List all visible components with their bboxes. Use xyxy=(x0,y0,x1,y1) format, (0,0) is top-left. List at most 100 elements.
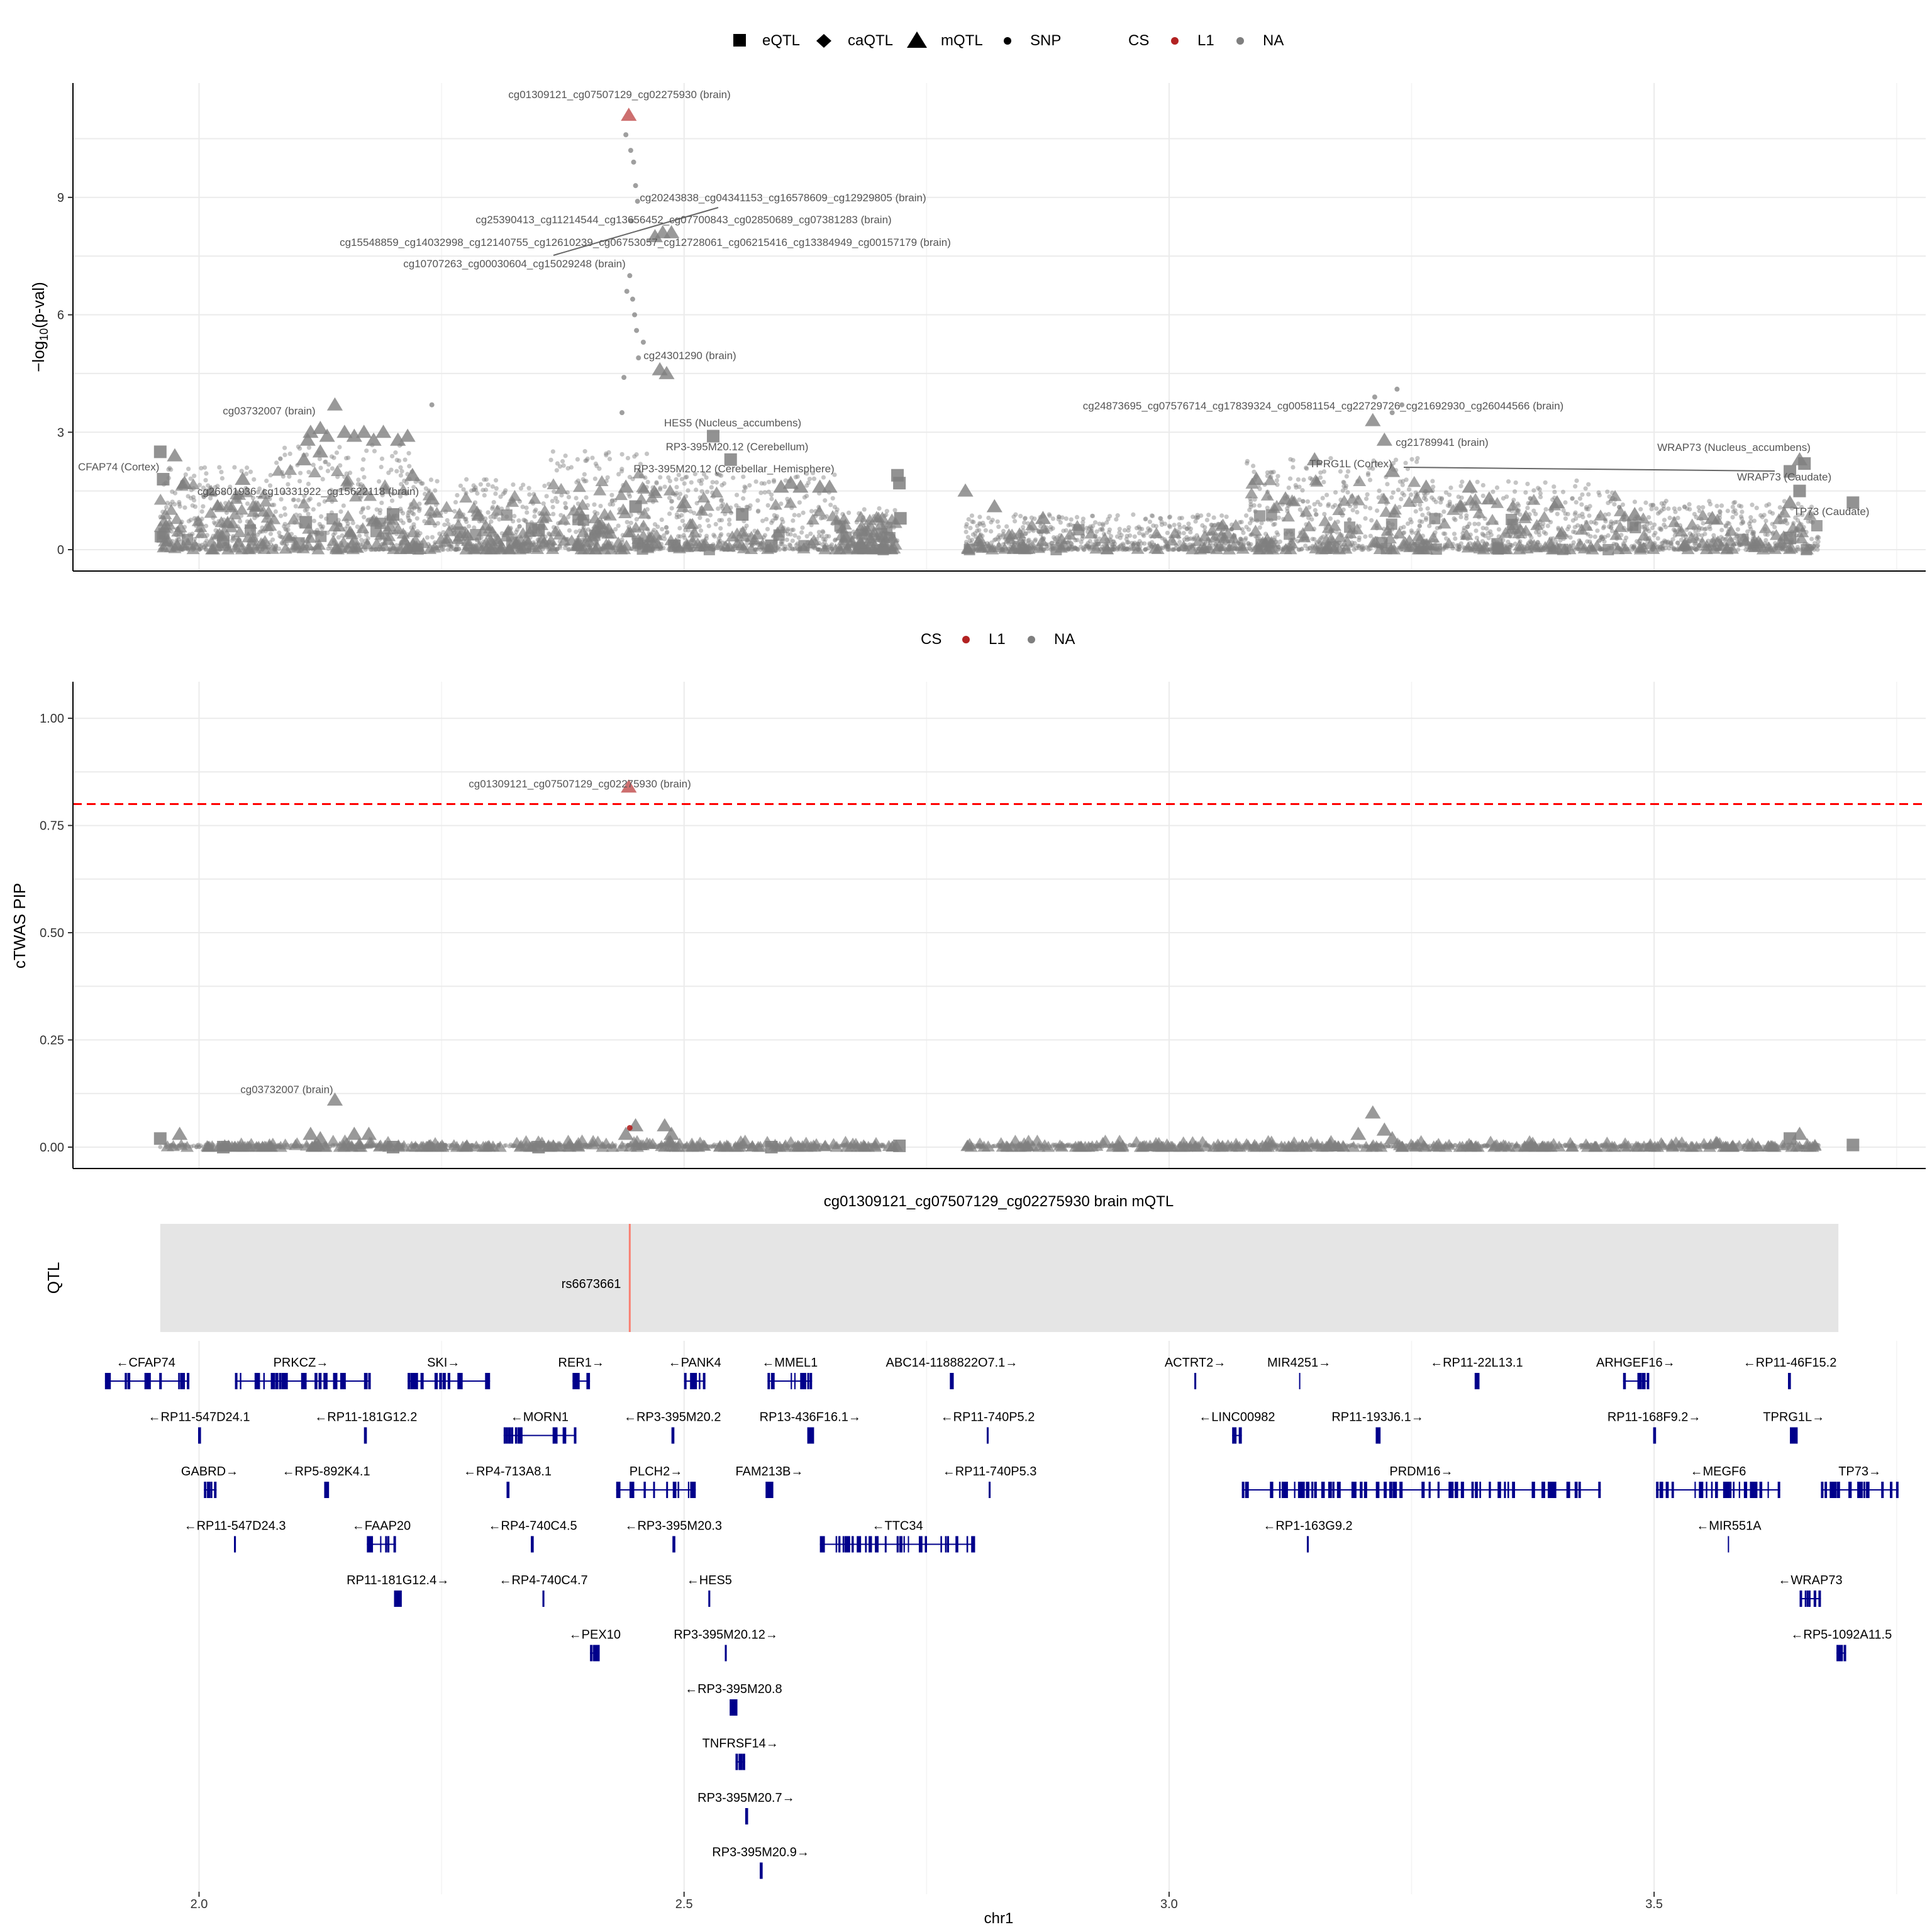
snp-point xyxy=(1287,476,1293,481)
snp-point xyxy=(282,506,287,511)
snp-point xyxy=(550,499,555,504)
snp-point xyxy=(680,518,685,523)
snp-point xyxy=(575,457,580,462)
snp-point xyxy=(1177,516,1182,521)
snp-point xyxy=(524,505,529,511)
snp-point xyxy=(277,530,282,535)
eqtl-point xyxy=(840,531,852,543)
snp-point xyxy=(440,547,445,552)
snp-point xyxy=(1345,490,1350,495)
snp-point xyxy=(804,483,809,488)
snp-point xyxy=(773,516,778,521)
snp-point xyxy=(389,498,395,503)
snp-point xyxy=(1177,525,1182,530)
snp-point xyxy=(830,542,835,547)
snp-point xyxy=(464,519,469,525)
snp-point xyxy=(355,482,361,487)
snp-point xyxy=(585,456,590,462)
snp-point xyxy=(792,547,797,552)
snp-point xyxy=(1069,547,1074,552)
snp-point xyxy=(1143,547,1148,552)
snp-point xyxy=(996,525,1001,530)
snp-point xyxy=(1116,545,1121,550)
snp-point xyxy=(1513,480,1518,486)
snp-point xyxy=(1767,509,1772,514)
snp-point xyxy=(362,475,367,480)
snp-point xyxy=(645,507,650,512)
snp-point xyxy=(610,498,615,503)
snp-point xyxy=(977,528,982,533)
snp-point xyxy=(1368,533,1373,538)
snp-point xyxy=(204,523,209,528)
snp-point xyxy=(357,533,362,538)
snp-point xyxy=(1543,480,1548,485)
snp-point xyxy=(1375,508,1380,513)
snp-point xyxy=(306,481,311,487)
snp-point xyxy=(1271,522,1276,527)
snp-point xyxy=(969,513,975,518)
snp-point xyxy=(1239,519,1244,525)
snp-point xyxy=(1480,482,1485,488)
snp-point xyxy=(1202,525,1208,530)
snp-point xyxy=(1080,546,1085,551)
snp-point xyxy=(715,471,720,477)
pvalue-point-label: cg24301290 (brain) xyxy=(643,350,736,362)
snp-point xyxy=(584,458,589,463)
snp-point xyxy=(744,504,749,509)
snp-point xyxy=(1196,514,1201,519)
snp-point xyxy=(517,524,522,529)
legend-caqtl-diamond xyxy=(816,34,831,48)
snp-point xyxy=(626,492,631,497)
pvalue-point-label: cg15548859_cg14032998_cg12140755_cg12610… xyxy=(340,236,951,248)
snp-point xyxy=(610,502,616,507)
snp-point xyxy=(834,509,839,515)
snp-point xyxy=(674,484,679,490)
eqtl-point xyxy=(1602,543,1614,555)
snp-point xyxy=(766,489,771,494)
snp-point xyxy=(1184,535,1189,540)
snp-point xyxy=(203,547,208,552)
snp-point xyxy=(1312,502,1317,507)
snp-point xyxy=(801,510,806,515)
snp-point xyxy=(1182,537,1187,542)
snp-point xyxy=(1114,517,1119,522)
snp-point xyxy=(665,530,670,535)
snp-point xyxy=(779,516,784,522)
snp-point xyxy=(527,492,532,497)
snp-point xyxy=(252,477,257,482)
snp-point xyxy=(634,517,639,522)
snp-point xyxy=(1409,492,1414,497)
snp-point xyxy=(393,450,398,455)
snp-point xyxy=(1355,509,1360,515)
snp-point xyxy=(306,445,311,450)
eqtl-point xyxy=(1627,519,1639,531)
snp-point xyxy=(1725,508,1730,513)
snp-point xyxy=(755,509,761,514)
snp-point xyxy=(1093,538,1099,543)
snp-point xyxy=(1046,512,1052,517)
snp-point xyxy=(966,517,971,522)
snp-point xyxy=(188,476,193,481)
snp-point xyxy=(710,480,715,485)
snp-point xyxy=(663,525,669,530)
eqtl-point xyxy=(501,509,513,521)
snp-point xyxy=(338,463,343,468)
snp-point xyxy=(204,547,209,552)
snp-point xyxy=(1661,504,1666,509)
snp-point xyxy=(561,463,566,468)
snp-point xyxy=(654,480,659,485)
snp-point xyxy=(678,491,683,497)
legend-eqtl-label: eQTL xyxy=(762,32,800,49)
snp-point xyxy=(1394,457,1399,462)
snp-point xyxy=(634,452,639,457)
snp-point xyxy=(1069,545,1074,550)
eqtl-point xyxy=(326,513,338,525)
snp-point xyxy=(1322,511,1327,517)
snp-point xyxy=(454,547,459,552)
snp-point xyxy=(747,483,752,488)
snp-point xyxy=(1523,490,1528,495)
snp-point xyxy=(1257,503,1262,508)
snp-point xyxy=(219,469,224,475)
snp-point xyxy=(1460,479,1465,484)
